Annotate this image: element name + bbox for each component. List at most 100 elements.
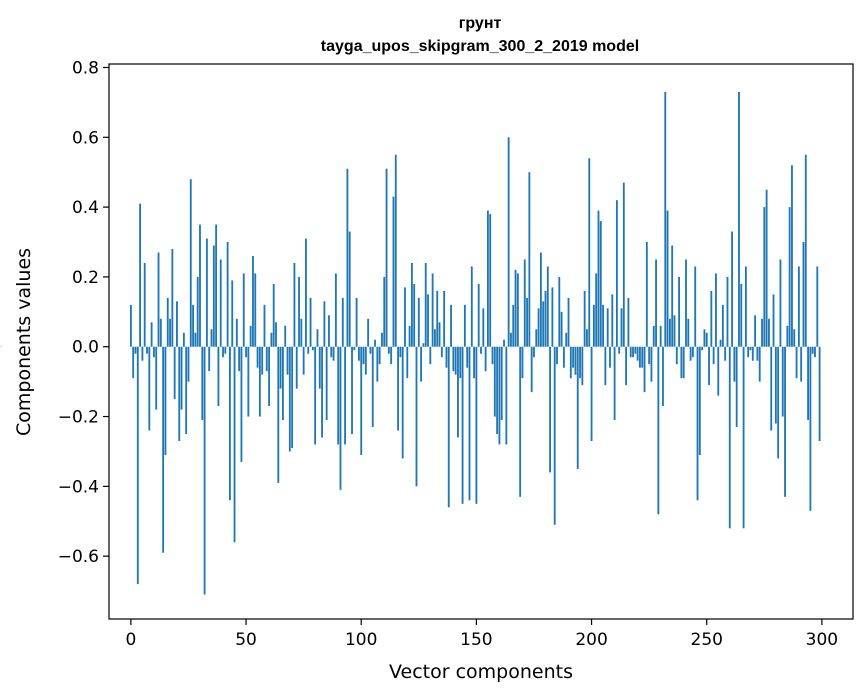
bar-234 bbox=[668, 318, 671, 347]
bar-167 bbox=[514, 269, 517, 347]
bar-16 bbox=[166, 297, 169, 347]
bar-216 bbox=[627, 297, 630, 347]
bar-191 bbox=[569, 346, 572, 379]
bar-198 bbox=[586, 329, 588, 347]
bar-173 bbox=[528, 172, 531, 347]
bar-193 bbox=[574, 346, 577, 375]
bar-79 bbox=[311, 346, 314, 351]
bar-108 bbox=[378, 346, 381, 365]
bar-5 bbox=[141, 346, 144, 361]
bar-25 bbox=[187, 346, 190, 382]
bar-219 bbox=[634, 346, 637, 354]
bar-122 bbox=[410, 262, 413, 347]
bar-28 bbox=[194, 332, 197, 347]
bar-288 bbox=[793, 329, 796, 347]
bar-138 bbox=[447, 346, 450, 508]
bar-293 bbox=[804, 154, 807, 347]
x-tick-label: 250 bbox=[691, 630, 723, 650]
x-tick-label: 300 bbox=[806, 630, 838, 650]
bar-26 bbox=[189, 179, 192, 347]
bar-30 bbox=[199, 224, 201, 347]
bar-170 bbox=[521, 346, 524, 379]
bar-100 bbox=[360, 346, 363, 455]
bar-220 bbox=[636, 346, 639, 361]
bar-152 bbox=[480, 346, 482, 354]
bar-211 bbox=[615, 200, 618, 347]
bar-12 bbox=[157, 252, 160, 347]
bar-70 bbox=[291, 346, 294, 448]
bar-55 bbox=[256, 346, 259, 368]
bar-43 bbox=[229, 346, 231, 501]
bar-125 bbox=[417, 297, 420, 347]
bar-210 bbox=[613, 346, 616, 421]
bar-103 bbox=[367, 318, 370, 347]
bar-187 bbox=[560, 311, 563, 347]
bar-226 bbox=[650, 346, 653, 382]
bar-186 bbox=[558, 276, 561, 347]
bar-292 bbox=[802, 242, 805, 347]
bar-259 bbox=[726, 276, 729, 347]
bar-283 bbox=[781, 346, 784, 417]
chart-title: грунт bbox=[459, 15, 502, 32]
bar-258 bbox=[724, 346, 727, 361]
bar-271 bbox=[754, 315, 757, 347]
bar-249 bbox=[703, 329, 706, 347]
bar-247 bbox=[698, 346, 701, 455]
bar-284 bbox=[784, 346, 786, 497]
bar-10 bbox=[153, 346, 155, 358]
bar-139 bbox=[450, 304, 452, 347]
bar-114 bbox=[392, 196, 395, 347]
bar-221 bbox=[639, 346, 641, 368]
bar-169 bbox=[519, 346, 522, 497]
bar-262 bbox=[733, 346, 736, 382]
bar-179 bbox=[542, 301, 545, 347]
bar-32 bbox=[203, 346, 206, 595]
bar-94 bbox=[346, 168, 349, 347]
bar-110 bbox=[383, 276, 386, 347]
bar-128 bbox=[424, 262, 427, 347]
bar-120 bbox=[406, 346, 409, 379]
bar-196 bbox=[581, 346, 584, 386]
bar-18 bbox=[171, 249, 174, 347]
bar-229 bbox=[657, 346, 660, 515]
bar-4 bbox=[139, 203, 142, 347]
bar-98 bbox=[355, 297, 358, 347]
bar-39 bbox=[219, 259, 222, 347]
bar-42 bbox=[226, 242, 229, 347]
bar-132 bbox=[434, 329, 436, 347]
bar-112 bbox=[387, 346, 390, 354]
bar-116 bbox=[397, 346, 399, 431]
bar-204 bbox=[599, 221, 602, 347]
bar-27 bbox=[192, 304, 194, 347]
bar-160 bbox=[498, 346, 501, 445]
y-tick-label: 0.0 bbox=[72, 338, 99, 358]
bar-1 bbox=[132, 346, 135, 379]
bar-33 bbox=[205, 238, 208, 347]
bar-215 bbox=[625, 346, 628, 386]
bar-48 bbox=[240, 346, 243, 462]
bar-240 bbox=[682, 346, 685, 379]
bar-44 bbox=[231, 280, 234, 347]
bar-174 bbox=[530, 346, 533, 393]
bar-181 bbox=[546, 266, 549, 347]
bar-222 bbox=[641, 346, 644, 368]
bar-68 bbox=[286, 346, 289, 375]
bar-85 bbox=[325, 346, 328, 421]
bar-46 bbox=[235, 318, 238, 347]
bar-286 bbox=[788, 207, 791, 347]
bar-299 bbox=[818, 346, 821, 441]
bar-14 bbox=[162, 346, 165, 553]
bar-15 bbox=[164, 346, 167, 455]
bar-164 bbox=[507, 137, 510, 347]
bar-107 bbox=[376, 346, 379, 382]
bar-81 bbox=[316, 329, 319, 347]
bar-63 bbox=[275, 322, 277, 347]
bar-20 bbox=[176, 301, 178, 347]
bar-119 bbox=[404, 287, 406, 347]
bar-261 bbox=[731, 231, 733, 347]
bar-0 bbox=[129, 304, 132, 347]
bar-49 bbox=[242, 273, 245, 347]
bar-151 bbox=[477, 283, 480, 347]
bar-129 bbox=[427, 294, 429, 347]
